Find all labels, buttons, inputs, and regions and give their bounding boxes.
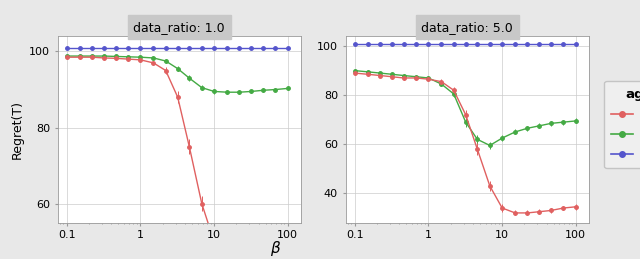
Y-axis label: Regret(T): Regret(T) [10, 100, 24, 159]
Title: data_ratio: 5.0: data_ratio: 5.0 [421, 21, 513, 34]
Text: β: β [270, 241, 280, 256]
Legend: iRLSVI, piRLSVI, uRLSVI: iRLSVI, piRLSVI, uRLSVI [604, 81, 640, 168]
Title: data_ratio: 1.0: data_ratio: 1.0 [133, 21, 225, 34]
